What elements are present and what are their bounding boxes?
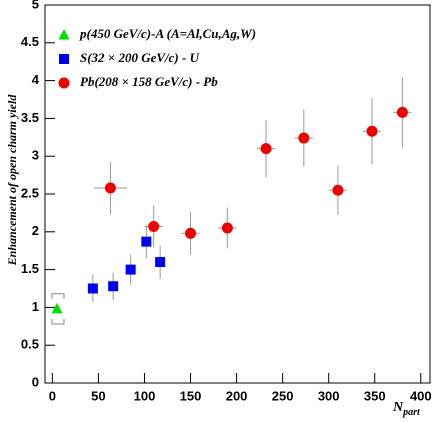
point bbox=[298, 132, 310, 144]
x-tick-label: 300 bbox=[318, 388, 340, 403]
x-tick-label: 150 bbox=[180, 388, 202, 403]
y-tick-label: 5 bbox=[32, 0, 39, 11]
x-tick-label: 250 bbox=[272, 388, 294, 403]
y-tick-label: 1.5 bbox=[21, 261, 39, 276]
y-tick-label: 2 bbox=[32, 223, 39, 238]
point bbox=[125, 264, 136, 275]
point bbox=[51, 302, 63, 314]
x-axis-label-main: N bbox=[392, 400, 404, 415]
point bbox=[185, 227, 197, 239]
y-tick-label: 1 bbox=[32, 299, 39, 314]
point bbox=[155, 257, 166, 268]
legend-label: p(450 GeV/c)-A (A=Al,Cu,Ag,W) bbox=[79, 26, 256, 41]
y-axis-label: Enhancement of open charm yield bbox=[5, 94, 19, 267]
point bbox=[396, 106, 408, 118]
x-tick-label: 400 bbox=[410, 388, 432, 403]
y-tick-label: 4.5 bbox=[21, 34, 39, 49]
point bbox=[148, 221, 160, 233]
x-tick-label: 350 bbox=[364, 388, 386, 403]
point bbox=[108, 281, 119, 292]
point bbox=[221, 222, 233, 234]
point bbox=[87, 283, 98, 294]
y-tick-label: 3 bbox=[32, 148, 39, 163]
point bbox=[366, 125, 378, 137]
point bbox=[141, 236, 152, 247]
point bbox=[104, 182, 116, 194]
legend-marker bbox=[59, 54, 69, 64]
point bbox=[260, 143, 272, 155]
x-tick-label: 0 bbox=[49, 388, 56, 403]
legend-marker bbox=[58, 77, 70, 89]
y-tick-label: 2.5 bbox=[21, 185, 39, 200]
y-tick-label: 4 bbox=[32, 72, 40, 87]
x-tick-label: 200 bbox=[226, 388, 248, 403]
x-axis-label-sub: part bbox=[402, 407, 421, 418]
x-tick-label: 100 bbox=[134, 388, 156, 403]
legend-label: Pb(208 × 158 GeV/c) - Pb bbox=[80, 74, 218, 89]
point bbox=[332, 184, 344, 196]
x-axis-label: Npart bbox=[392, 400, 421, 418]
error-bracket bbox=[51, 293, 65, 325]
legend-marker bbox=[58, 29, 70, 40]
y-tick-label: 0.5 bbox=[21, 337, 39, 352]
x-tick-label: 50 bbox=[91, 388, 105, 403]
y-tick-label: 0 bbox=[32, 374, 39, 389]
legend-label: S(32 × 200 GeV/c) - U bbox=[80, 50, 200, 65]
y-tick-label: 3.5 bbox=[21, 110, 39, 125]
